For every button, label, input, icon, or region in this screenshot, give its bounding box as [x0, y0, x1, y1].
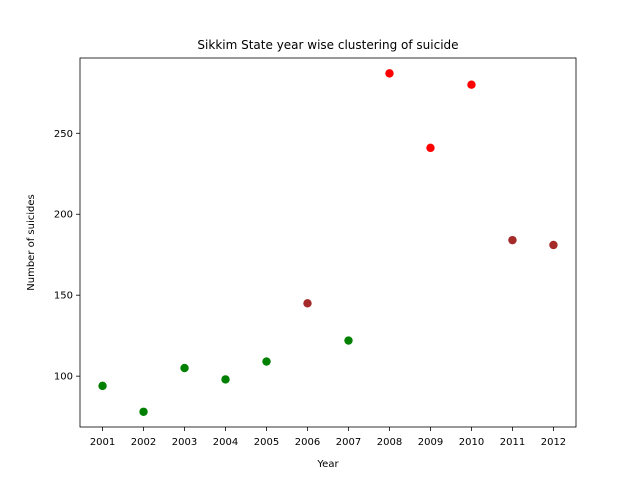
x-tick-label: 2002	[131, 437, 156, 448]
data-point-2007	[344, 336, 353, 345]
x-tick-label: 2008	[377, 437, 402, 448]
y-axis-label: Number of suicides	[26, 194, 37, 290]
data-point-2002	[139, 407, 148, 416]
data-point-2001	[98, 381, 107, 391]
x-tick-label: 2004	[213, 437, 238, 448]
data-point-2009	[426, 143, 435, 153]
x-tick-label: 2012	[541, 437, 566, 448]
data-point-2012	[549, 240, 558, 250]
x-tick-label: 2009	[418, 437, 443, 448]
data-point-2003	[180, 363, 189, 373]
data-point-2011	[508, 235, 517, 245]
x-tick-label: 2007	[336, 437, 361, 448]
x-tick-label: 2010	[459, 437, 484, 448]
y-tick-label: 200	[54, 210, 73, 221]
y-tick-label: 100	[54, 372, 73, 383]
plot-frame	[79, 57, 577, 428]
data-point-2004	[221, 375, 230, 384]
x-tick-label: 2003	[172, 437, 197, 448]
y-tick-label: 250	[54, 129, 73, 140]
data-point-2005	[262, 357, 271, 366]
data-point-2010	[467, 80, 476, 89]
x-axis-label: Year	[316, 459, 339, 470]
x-tick-label: 2001	[90, 437, 115, 448]
x-axis-ticks: 2001 2002 2003 2004 2005 2006 2007 2008 2009 2010…	[90, 427, 566, 448]
x-tick-label: 2005	[254, 437, 279, 448]
data-point-2006	[303, 299, 312, 308]
x-tick-label: 2006	[295, 437, 320, 448]
x-tick-label: 2011	[500, 437, 525, 448]
y-tick-label: 150	[54, 291, 73, 302]
points-layer	[98, 69, 558, 416]
y-axis-ticks: 100 150 200 250	[54, 129, 80, 383]
data-point-2008	[385, 69, 394, 78]
chart-title: Sikkim State year wise clustering of sui…	[197, 38, 458, 52]
